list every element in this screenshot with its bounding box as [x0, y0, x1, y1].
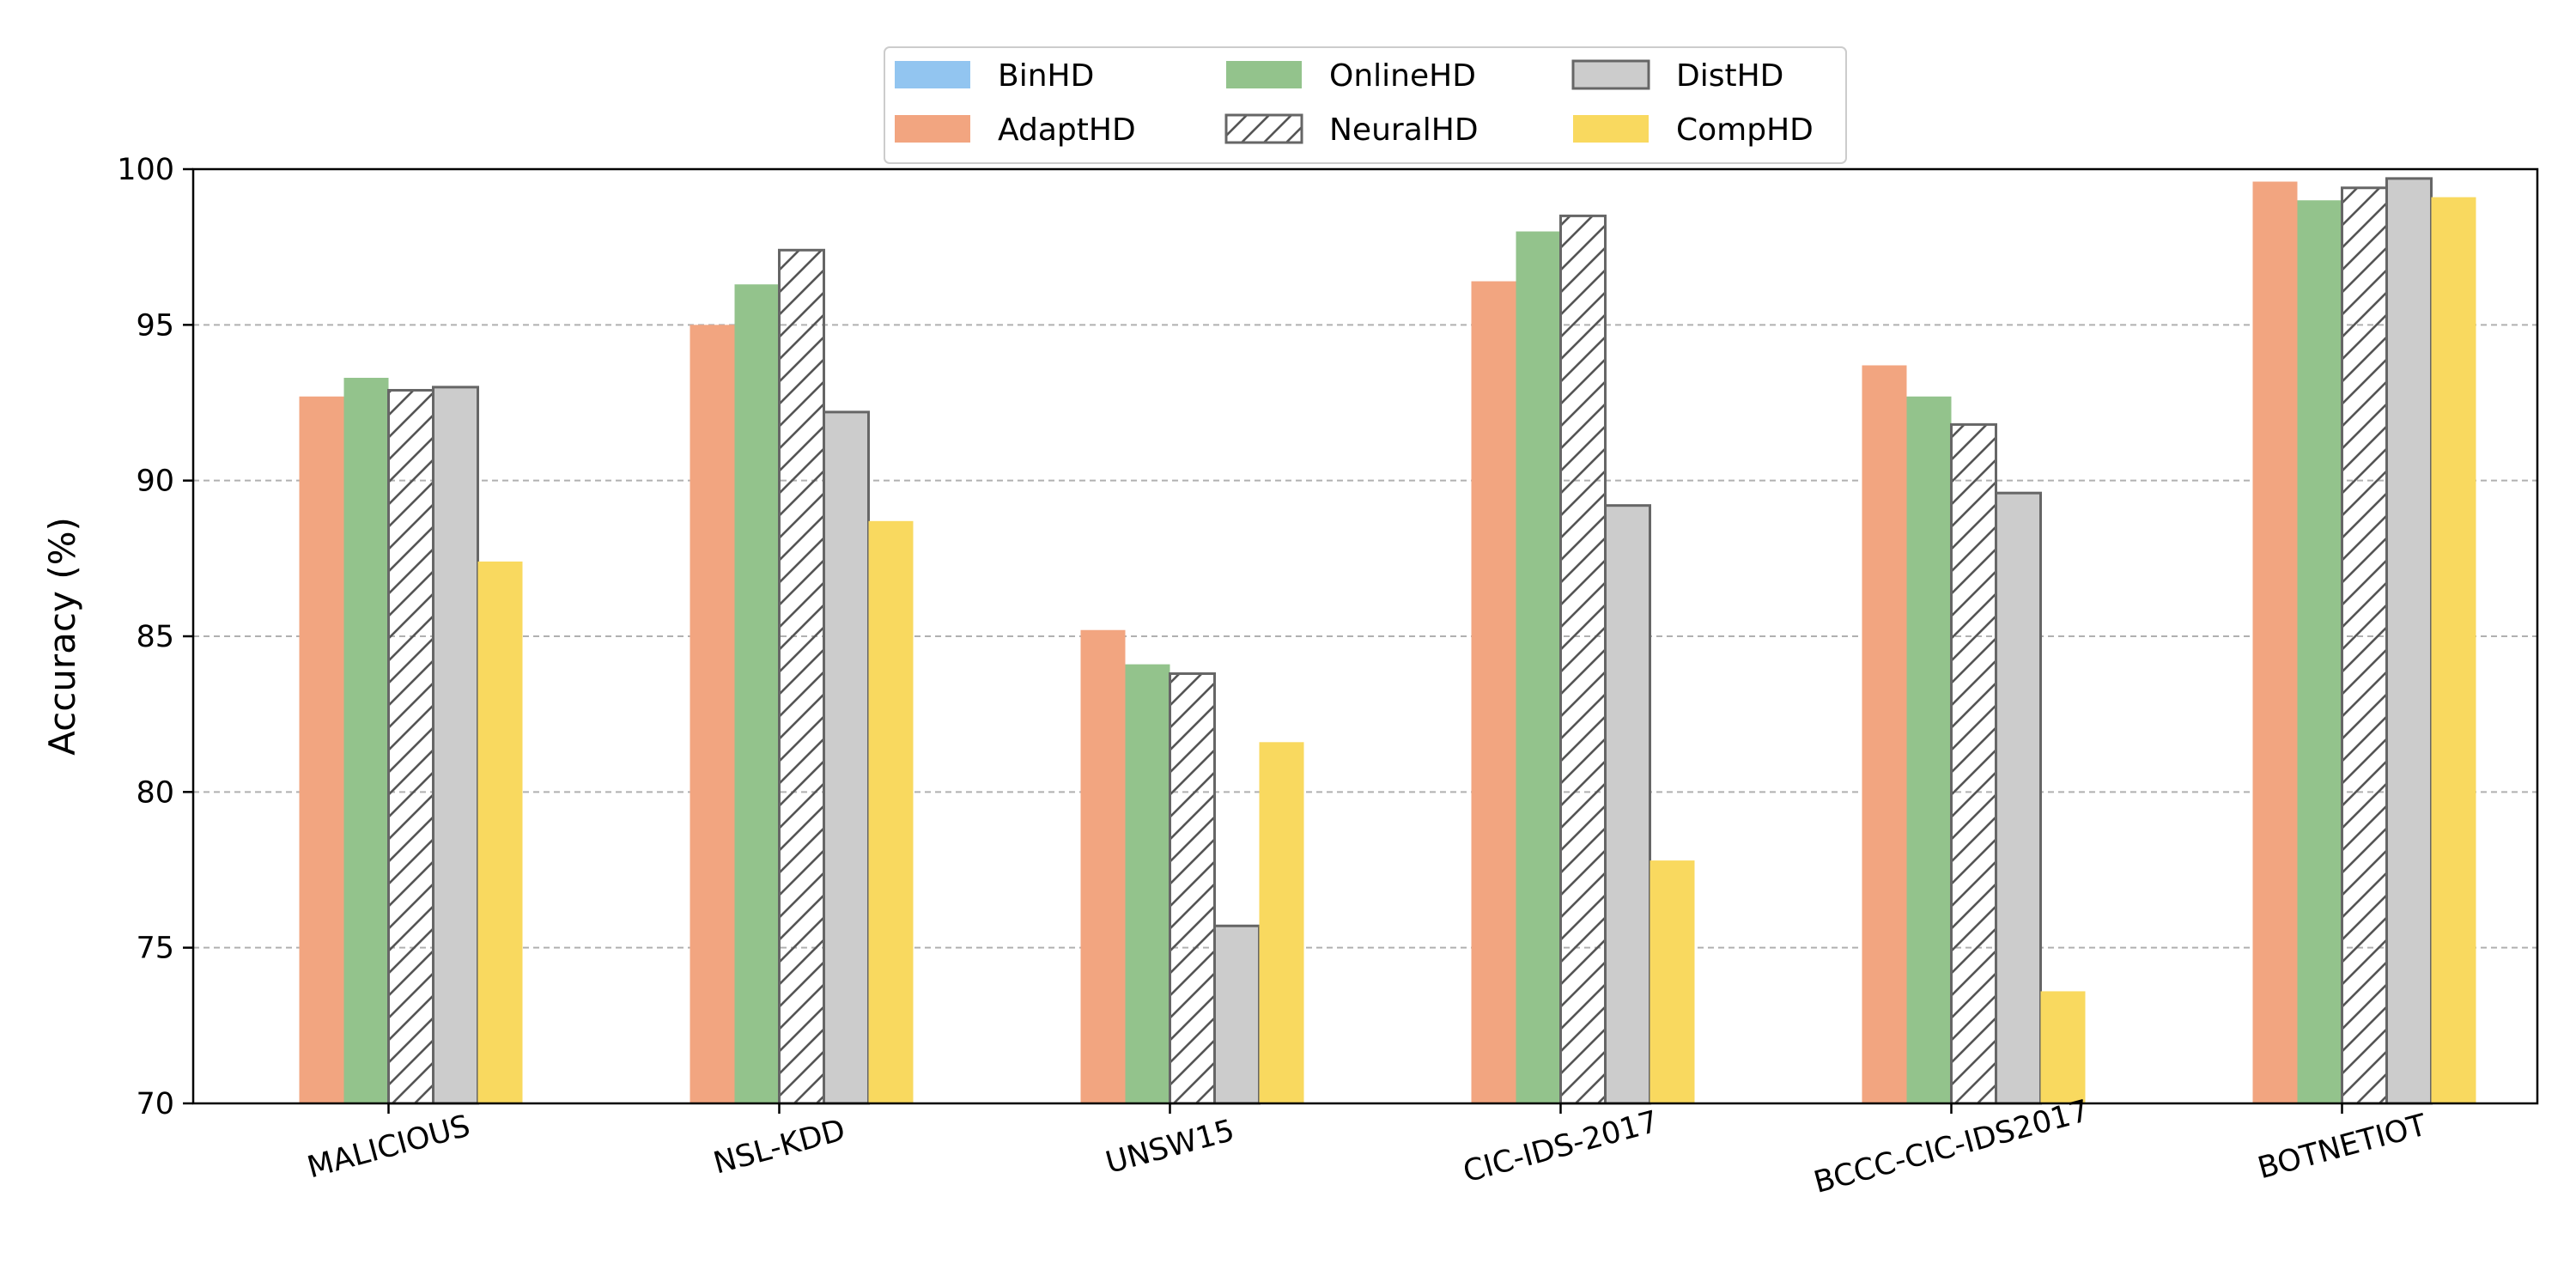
bar-onlinehd-nsl-kdd: [734, 284, 780, 1104]
legend-label-onlinehd: OnlineHD: [1329, 58, 1476, 94]
bar-disthd-cic-ids-2017: [1604, 504, 1651, 1105]
bar-comphd-botnetiot: [2431, 197, 2476, 1103]
bar-adapthd-bccc-cic-ids2017: [1862, 365, 1907, 1104]
bar-onlinehd-cic-ids-2017: [1516, 231, 1561, 1103]
bar-disthd-nsl-kdd: [823, 410, 870, 1105]
bar-onlinehd-botnetiot: [2297, 200, 2342, 1104]
legend-label-neuralhd: NeuralHD: [1329, 112, 1479, 148]
y-axis: 70 75 80 85 90 95 100: [117, 153, 193, 1121]
bar-adapthd-nsl-kdd: [690, 325, 735, 1103]
bar-neuralhd-unsw15: [1169, 672, 1216, 1105]
bar-adapthd-botnetiot: [2252, 181, 2298, 1103]
legend-label-adapthd: AdaptHD: [998, 112, 1136, 148]
y-tick-label: 80: [136, 775, 174, 810]
bar-comphd-cic-ids-2017: [1649, 860, 1695, 1103]
bar-disthd-bccc-cic-ids2017: [1995, 491, 2042, 1105]
grid-lines: [193, 324, 2537, 949]
y-tick-label: 90: [136, 465, 174, 499]
y-tick-label: 85: [136, 620, 174, 654]
bar-neuralhd-malicious: [387, 388, 434, 1105]
legend-swatch-adapthd: [895, 115, 970, 143]
legend-swatch-comphd: [1573, 115, 1649, 143]
y-tick-label: 75: [136, 932, 174, 966]
y-tick-label: 100: [117, 153, 174, 187]
legend-swatch-disthd: [1571, 59, 1650, 90]
bar-neuralhd-botnetiot: [2341, 186, 2388, 1105]
bar-comphd-malicious: [477, 561, 523, 1103]
bar-adapthd-unsw15: [1080, 629, 1126, 1103]
bar-disthd-botnetiot: [2385, 177, 2433, 1105]
bar-comphd-bccc-cic-ids2017: [2040, 991, 2086, 1103]
bar-comphd-unsw15: [1259, 742, 1304, 1103]
bar-neuralhd-cic-ids-2017: [1559, 214, 1607, 1105]
bar-comphd-nsl-kdd: [868, 520, 914, 1103]
bar-neuralhd-bccc-cic-ids2017: [1950, 422, 1997, 1105]
y-axis-title: Accuracy (%): [41, 517, 83, 756]
legend-label-disthd: DistHD: [1676, 58, 1783, 94]
x-tick-label: BOTNETIOT: [2254, 1108, 2430, 1186]
bar-onlinehd-unsw15: [1125, 664, 1170, 1103]
bar-onlinehd-malicious: [343, 377, 389, 1103]
legend-swatch-neuralhd: [1224, 113, 1303, 144]
legend-swatch-onlinehd: [1226, 61, 1302, 88]
bar-adapthd-malicious: [299, 396, 344, 1103]
bar-onlinehd-bccc-cic-ids2017: [1906, 396, 1952, 1103]
x-tick-label: UNSW15: [1103, 1114, 1238, 1181]
bar-neuralhd-nsl-kdd: [778, 248, 825, 1105]
x-tick-label: NSL-KDD: [710, 1113, 849, 1181]
x-tick-label: MALICIOUS: [304, 1109, 474, 1186]
x-axis: MALICIOUS NSL-KDD UNSW15 CIC-IDS-2017 BCCC-C…: [304, 1094, 2431, 1200]
bars: [299, 177, 2476, 1105]
y-tick-label: 70: [136, 1087, 174, 1121]
legend-swatch-binhd: [895, 61, 970, 88]
bar-disthd-unsw15: [1213, 924, 1261, 1105]
legend-label-comphd: CompHD: [1676, 112, 1814, 148]
y-tick-label: 95: [136, 308, 174, 343]
x-tick-label: CIC-IDS-2017: [1460, 1104, 1662, 1189]
legend: BinHD AdaptHD OnlineHD NeuralHD DistHD CompHD: [884, 46, 1847, 164]
legend-label-binhd: BinHD: [998, 58, 1094, 94]
bar-adapthd-cic-ids-2017: [1471, 281, 1516, 1103]
bar-disthd-malicious: [432, 386, 479, 1105]
